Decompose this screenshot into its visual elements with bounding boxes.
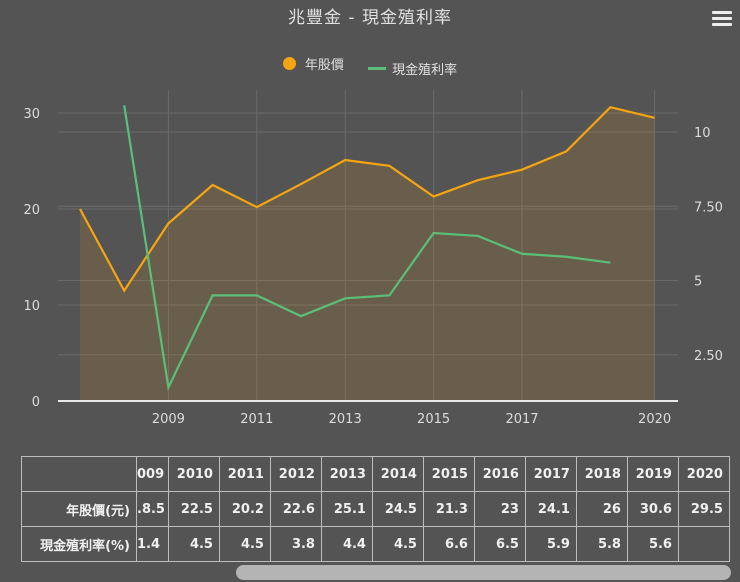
table-cell: 3.8 xyxy=(269,526,322,562)
svg-text:2009: 2009 xyxy=(152,412,185,427)
table-header-cell: 2019 xyxy=(626,456,679,492)
table-header-cell: 2015 xyxy=(422,456,475,492)
svg-text:2.50: 2.50 xyxy=(694,349,723,364)
legend-item-yield[interactable]: 現金殖利率 xyxy=(368,59,457,78)
chart-title: 兆豐金 - 現金殖利率 xyxy=(288,8,452,28)
legend: 年股價 現金殖利率 xyxy=(0,54,740,78)
table-row: 現金殖利率(%) 1.4 4.5 4.5 3.8 4.4 4.5 6.6 6.5 5.9 5.8 5.… xyxy=(21,526,730,562)
hamburger-menu-icon[interactable] xyxy=(712,11,732,27)
svg-text:2017: 2017 xyxy=(505,412,538,427)
svg-text:10: 10 xyxy=(23,299,40,314)
table-cell: 5.8 xyxy=(575,526,628,562)
table-header-cell: 2020 xyxy=(677,456,730,492)
table-cell: 5.6 xyxy=(626,526,679,562)
table-cell: 22.5 xyxy=(167,491,220,527)
table-row: 年股價(元) .8.5 22.5 20.2 22.6 25.1 24.5 21.3 23 24.1… xyxy=(21,491,730,527)
table-cell: 5.9 xyxy=(524,526,577,562)
legend-item-price[interactable]: 年股價 xyxy=(282,54,344,73)
table-row-label: 現金殖利率(%) xyxy=(21,526,137,562)
table-cell: 21.3 xyxy=(422,491,475,527)
table-cell: 6.5 xyxy=(473,526,526,562)
svg-text:2015: 2015 xyxy=(417,412,450,427)
svg-text:20: 20 xyxy=(23,203,40,218)
svg-text:30: 30 xyxy=(23,107,40,122)
table-header-cell: 2016 xyxy=(473,456,526,492)
table-cell: 4.4 xyxy=(320,526,373,562)
table-cell: 4.5 xyxy=(167,526,220,562)
table-header-cell: 2010 xyxy=(167,456,220,492)
table-header-cell: 2014 xyxy=(371,456,424,492)
table-cell: .8.5 xyxy=(136,491,169,527)
data-table-container: 009 2010 2011 2012 2013 2014 2015 2016 2017 2018 2… xyxy=(21,456,733,562)
table-cell: 29.5 xyxy=(677,491,730,527)
table-cell: 20.2 xyxy=(218,491,271,527)
table-cell xyxy=(677,526,730,562)
legend-label: 現金殖利率 xyxy=(392,63,458,78)
circle-icon xyxy=(282,57,296,70)
table-header-row: 009 2010 2011 2012 2013 2014 2015 2016 2017 2018 2… xyxy=(21,456,730,492)
table-cell: 25.1 xyxy=(320,491,373,527)
gridlines xyxy=(58,90,678,401)
table-header-cell: 2011 xyxy=(218,456,271,492)
svg-text:2011: 2011 xyxy=(240,412,273,427)
table-header-cell: 2013 xyxy=(320,456,373,492)
svg-text:7.50: 7.50 xyxy=(694,200,723,215)
table-cell: 23 xyxy=(473,491,526,527)
horizontal-scrollbar[interactable] xyxy=(236,565,731,580)
table-cell: 22.6 xyxy=(269,491,322,527)
price-series xyxy=(79,106,655,402)
table-cell: 30.6 xyxy=(626,491,679,527)
table-header-cell: 2012 xyxy=(269,456,322,492)
table-row-label: 年股價(元) xyxy=(21,491,137,527)
table-cell: 26 xyxy=(575,491,628,527)
svg-text:0: 0 xyxy=(32,395,40,410)
table-cell: 1.4 xyxy=(136,526,169,562)
table-header-cell: 2018 xyxy=(575,456,628,492)
table-header-cell: 2017 xyxy=(524,456,577,492)
data-table: 009 2010 2011 2012 2013 2014 2015 2016 2017 2018 2… xyxy=(21,456,730,562)
table-cell: 24.5 xyxy=(371,491,424,527)
svg-text:5: 5 xyxy=(694,275,702,290)
yield-series xyxy=(123,105,611,392)
table-cell: 4.5 xyxy=(371,526,424,562)
table-cell: 6.6 xyxy=(422,526,475,562)
legend-label: 年股價 xyxy=(304,58,344,73)
svg-text:10: 10 xyxy=(694,126,711,141)
table-cell: 4.5 xyxy=(218,526,271,562)
table-corner-cell xyxy=(21,456,137,492)
chart-plot: 0 10 20 30 2.50 5 7.50 10 2009 2011 2013 2015 2017 20… xyxy=(23,90,723,427)
axes: 0 10 20 30 2.50 5 7.50 10 2009 2011 2013 2015 2017 20… xyxy=(23,107,723,427)
svg-text:2013: 2013 xyxy=(329,412,362,427)
line-icon xyxy=(368,67,387,70)
svg-text:2020: 2020 xyxy=(638,412,671,427)
table-header-cell: 009 xyxy=(136,456,169,492)
table-cell: 24.1 xyxy=(524,491,577,527)
